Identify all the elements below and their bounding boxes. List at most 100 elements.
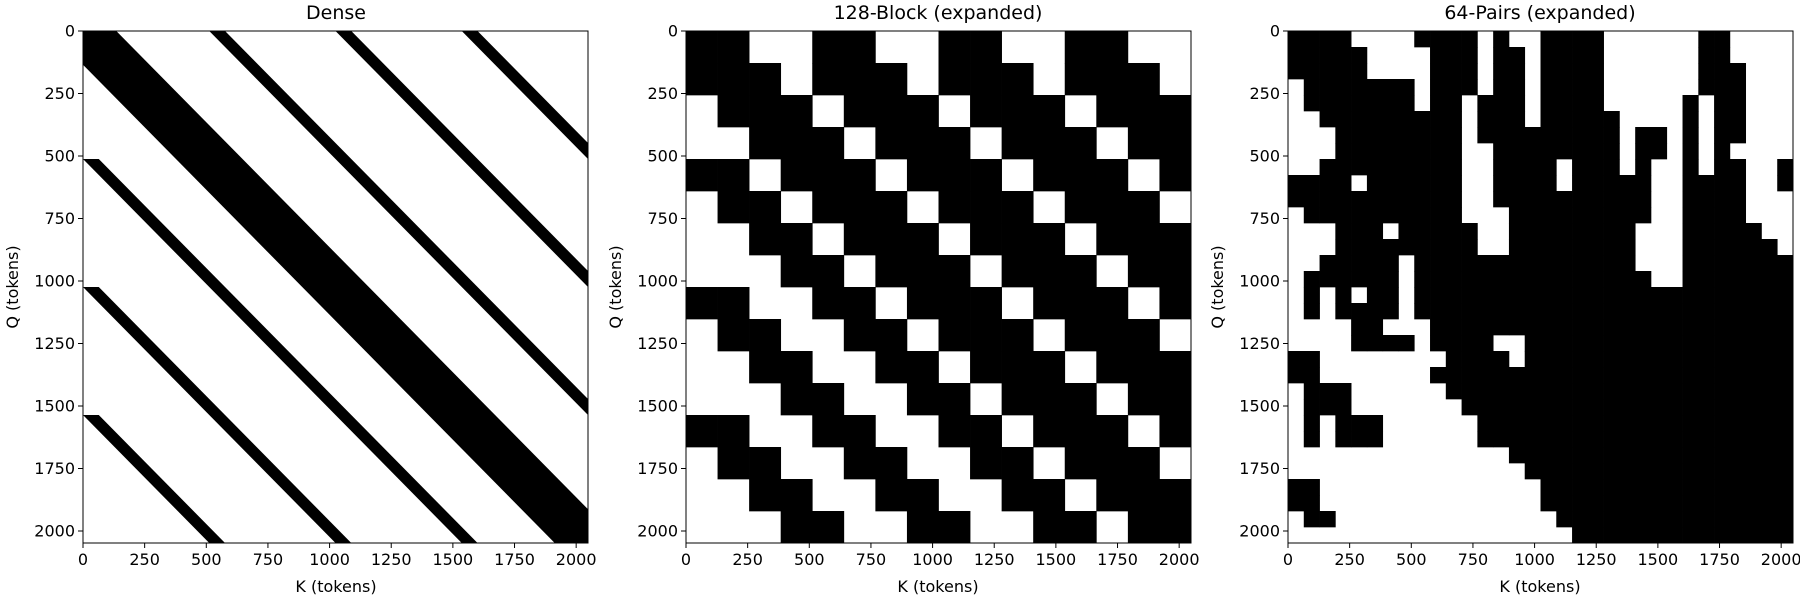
mask-cell xyxy=(1698,399,1715,416)
mask-cell xyxy=(1556,399,1573,416)
mask-cell xyxy=(1351,79,1368,96)
mask-cell xyxy=(1540,31,1557,48)
mask-cell xyxy=(1572,447,1589,464)
mask-cell xyxy=(1729,415,1747,432)
mask-cell xyxy=(1619,207,1636,224)
mask-cell xyxy=(1650,351,1668,368)
mask-cell xyxy=(1508,47,1526,64)
mask-cell xyxy=(1414,255,1431,272)
mask-cell xyxy=(1430,143,1447,160)
y-tick-label: 1000 xyxy=(637,272,678,291)
mask-cell xyxy=(1556,479,1573,496)
mask-cell xyxy=(1540,495,1557,512)
mask-cell xyxy=(1398,95,1415,112)
mask-cell xyxy=(1619,367,1636,384)
mask-cell xyxy=(1524,447,1541,464)
mask-cell xyxy=(1714,95,1731,112)
mask-cell xyxy=(780,351,813,384)
mask-cell xyxy=(1540,415,1557,432)
x-ticks: 0 250 500 750 1000 1250 1500 1750 2000 xyxy=(78,543,597,569)
mask-cell xyxy=(1524,255,1541,272)
mask-cell xyxy=(1587,399,1604,416)
mask-cell xyxy=(1635,511,1652,528)
mask-cell xyxy=(1445,47,1462,64)
mask-cell xyxy=(1682,383,1699,400)
mask-cell xyxy=(1127,447,1160,480)
mask-cell xyxy=(1714,239,1731,256)
mask-cell xyxy=(1477,383,1494,400)
mask-cell xyxy=(1666,303,1683,320)
chart-title: 64-Pairs (expanded) xyxy=(1444,2,1635,24)
mask-cell xyxy=(1603,255,1620,272)
mask-cell xyxy=(1572,495,1589,512)
mask-cell xyxy=(1682,255,1699,272)
mask-cell xyxy=(1682,415,1699,432)
mask-cell xyxy=(1508,95,1526,112)
mask-cell xyxy=(1729,511,1747,528)
mask-cell xyxy=(1319,207,1336,224)
mask-cells xyxy=(83,31,588,543)
mask-cell xyxy=(1777,479,1794,496)
mask-cell xyxy=(780,479,813,512)
mask-cell xyxy=(1477,255,1494,272)
mask-cell xyxy=(1777,367,1794,384)
mask-cell xyxy=(1745,367,1762,384)
mask-cell xyxy=(1414,191,1431,208)
mask-cell xyxy=(1698,47,1715,64)
mask-cell xyxy=(1508,399,1526,416)
mask-cell xyxy=(1461,47,1478,64)
mask-cell xyxy=(749,191,782,224)
y-tick-label: 750 xyxy=(647,209,678,228)
mask-cell xyxy=(1335,143,1352,160)
mask-cell xyxy=(1619,463,1636,480)
mask-cell xyxy=(1572,47,1589,64)
mask-cell xyxy=(1461,351,1478,368)
mask-cell xyxy=(1508,79,1526,96)
mask-cell xyxy=(1745,511,1762,528)
mask-cell xyxy=(1729,431,1747,448)
mask-cell xyxy=(1335,79,1352,96)
mask-cell xyxy=(1619,335,1636,352)
mask-cell xyxy=(717,319,750,352)
mask-cell xyxy=(1729,303,1747,320)
mask-cell xyxy=(938,127,971,160)
chart-panel-64-pairs: 64-Pairs (expanded) 0 250 500 750 1000 1250 15… xyxy=(1208,2,1800,596)
mask-cell xyxy=(1398,239,1415,256)
mask-cell xyxy=(1477,415,1494,432)
mask-cell xyxy=(1729,239,1747,256)
mask-cell xyxy=(1414,175,1431,192)
mask-cell xyxy=(812,383,845,416)
mask-cell xyxy=(1587,335,1604,352)
mask-cell xyxy=(1508,415,1526,432)
mask-cell xyxy=(1556,95,1573,112)
mask-cell xyxy=(1127,95,1160,128)
mask-cell xyxy=(1698,351,1715,368)
mask-cell xyxy=(1398,175,1415,192)
mask-cell xyxy=(812,287,845,320)
mask-cell xyxy=(1303,351,1320,368)
x-tick-label: 2000 xyxy=(1159,550,1200,569)
mask-cell xyxy=(938,287,971,320)
mask-cell xyxy=(1587,495,1604,512)
mask-cell xyxy=(1366,95,1384,112)
mask-cell xyxy=(938,159,971,192)
mask-cell xyxy=(1777,303,1794,320)
mask-cell xyxy=(1493,351,1510,368)
mask-cell xyxy=(1493,415,1510,432)
mask-cell xyxy=(1335,271,1352,288)
mask-cell xyxy=(1635,527,1652,544)
mask-cell xyxy=(1524,159,1541,176)
mask-cell xyxy=(1650,287,1668,304)
mask-cell xyxy=(1587,447,1604,464)
mask-cell xyxy=(749,63,782,96)
mask-cell xyxy=(686,159,718,192)
mask-cell xyxy=(1398,223,1415,240)
mask-cell xyxy=(1064,415,1097,448)
mask-cell xyxy=(1650,463,1668,480)
mask-cell xyxy=(812,511,845,544)
mask-cell xyxy=(1556,47,1573,64)
mask-cell xyxy=(1033,511,1066,544)
y-tick-label: 2000 xyxy=(1239,522,1280,541)
mask-cell xyxy=(1698,31,1715,48)
mask-cell xyxy=(906,95,939,128)
